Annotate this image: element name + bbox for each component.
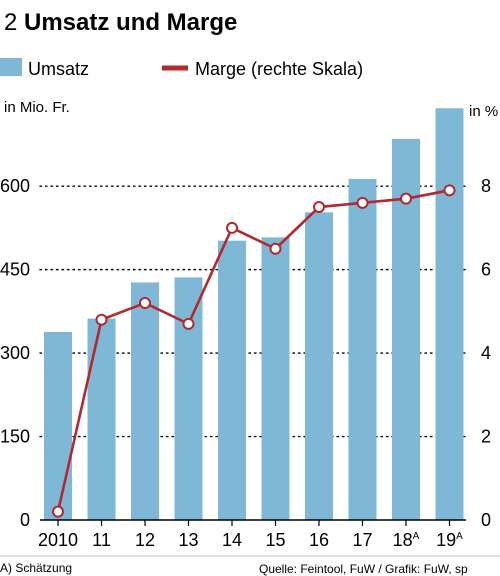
bar-umsatz: [218, 240, 246, 520]
source-note: Quelle: Feintool, FuW / Grafik: FuW, sp: [259, 562, 468, 576]
y-left-tick-label: 450: [0, 260, 30, 280]
point-marge: [269, 242, 282, 255]
x-tick-label: 19A: [436, 530, 463, 550]
x-tick-label: 11: [92, 530, 111, 550]
bar-umsatz: [131, 282, 159, 520]
y-left-tick-label: 300: [0, 343, 30, 363]
point-marge: [52, 505, 64, 518]
x-tick-label: 16: [309, 530, 329, 550]
bar-umsatz: [174, 277, 203, 520]
y-left-tick-label: 600: [0, 176, 30, 196]
point-marge: [182, 317, 195, 330]
x-tick-label: 2010: [38, 530, 78, 550]
x-tick-superscript: A: [456, 531, 463, 542]
x-tick-superscript: A: [413, 531, 420, 542]
y-right-tick-label: 6: [481, 260, 491, 280]
legend-swatch-umsatz: [0, 58, 22, 76]
bar-umsatz: [348, 178, 377, 520]
x-tick-label: 12: [135, 530, 155, 550]
y-right-tick-label: 2: [481, 427, 491, 447]
bar-umsatz: [261, 237, 290, 521]
point-marge: [313, 201, 325, 214]
bars-layer: [44, 108, 464, 521]
legend-label-umsatz: Umsatz: [28, 59, 89, 79]
x-tick-label: 13: [178, 530, 198, 550]
y-right-tick-label: 8: [481, 176, 491, 196]
bar-umsatz: [44, 331, 72, 520]
y-left-unit: in Mio. Fr.: [4, 99, 70, 116]
footnote: A) Schätzung: [0, 561, 72, 575]
x-tick-label: 18A: [393, 530, 420, 550]
ticks-layer: 0 150 300 450 600 0 2 4 6 8 2010 11 12 13 14 15 16 17 18A 1…: [0, 176, 491, 550]
y-left-tick-label: 150: [0, 427, 30, 447]
y-left-tick-label: 0: [20, 510, 30, 530]
point-marge: [95, 313, 108, 326]
bar-umsatz: [305, 212, 333, 521]
x-tick-label: 15: [265, 530, 285, 550]
chart-title: Umsatz und Marge: [24, 9, 237, 36]
line-layer: [52, 184, 456, 518]
point-marge: [400, 192, 412, 205]
y-right-tick-label: 4: [481, 343, 491, 363]
legend-label-marge: Marge (rechte Skala): [195, 59, 363, 79]
bar-umsatz: [435, 108, 464, 520]
chart-title-number: 2: [4, 9, 17, 36]
y-right-tick-label: 0: [481, 510, 491, 530]
x-tick-label: 17: [352, 530, 372, 550]
point-marge: [356, 196, 369, 209]
point-marge: [139, 297, 151, 309]
x-tick-label: 14: [222, 530, 242, 550]
point-marge: [443, 184, 456, 197]
y-right-unit: in %: [469, 103, 498, 120]
point-marge: [226, 221, 238, 234]
bar-umsatz: [87, 318, 116, 520]
line-marge: [56, 189, 450, 512]
